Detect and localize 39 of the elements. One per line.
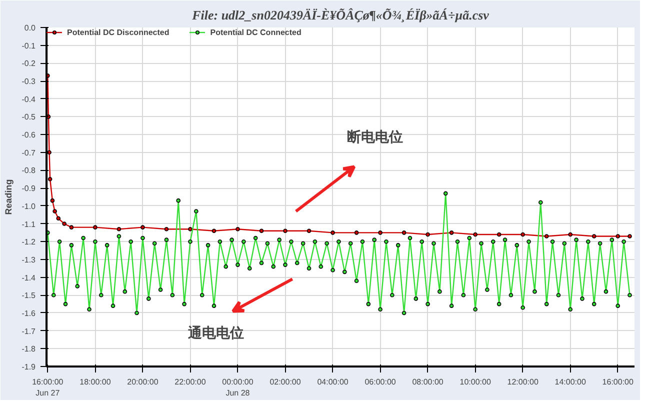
legend-label: Potential DC Disconnected — [67, 27, 170, 37]
chart-title: File: udl2_sn020439ÄÏ-È¥ÕÂÇø¶«Õ¾¸ÉÏβ»ãÁ÷µã.csv — [191, 8, 490, 22]
y-tick-label: -0.4 — [22, 94, 36, 104]
y-axis-title: Reading — [4, 179, 14, 215]
x-tick-label: 16:00:00 Jun 27 — [32, 378, 64, 398]
y-tick-label: -1.4 — [22, 273, 36, 282]
y-tick-label: -1.3 — [22, 255, 36, 264]
y-tick-label: -0.2 — [22, 59, 36, 68]
x-tick-label: 04:00:00 — [317, 378, 349, 386]
annotation: 通电电位 — [186, 324, 244, 342]
y-tick-label: -0.9 — [22, 184, 36, 194]
x-tick-label: 20:00:00 — [127, 378, 159, 386]
y-tick-label: -1.1 — [22, 220, 36, 229]
y-tick-label: -1.6 — [22, 308, 36, 318]
y-tick-label: -0.3 — [22, 77, 36, 86]
x-tick-label: 08:00:00 — [412, 378, 444, 386]
y-tick-label: -0.7 — [22, 148, 36, 158]
y-tick-label: -1.8 — [22, 344, 36, 354]
y-tick-label: 0.0 — [24, 24, 36, 32]
y-tick-label: -0.6 — [22, 130, 36, 140]
x-tick-label: 18:00:00 — [80, 378, 112, 386]
annotation: 断电电位 — [347, 129, 404, 146]
x-tick-label: 10:00:00 — [460, 378, 492, 386]
x-tick-label: 14:00:00 — [554, 378, 586, 386]
x-tick-label: 00:00:00 Jun 28 — [222, 378, 254, 398]
x-tick-label: 06:00:00 — [364, 378, 396, 386]
y-tick-label: -1.2 — [22, 238, 36, 247]
x-tick-label: 16:00:00 — [602, 378, 634, 386]
y-tick-label: -1.0 — [22, 202, 36, 211]
y-tick-label: -0.1 — [22, 41, 36, 50]
x-tick-label: 02:00:00 — [270, 378, 302, 386]
x-tick-label: 12:00:00 — [507, 378, 539, 386]
x-tick-label: 22:00:00 — [174, 378, 206, 386]
legend-label: Potential DC Connected — [210, 27, 302, 37]
y-tick-label: -0.5 — [22, 112, 36, 122]
y-tick-label: -0.8 — [22, 166, 36, 176]
y-tick-label: -1.5 — [22, 291, 36, 300]
y-tick-label: -1.9 — [22, 362, 36, 372]
y-tick-label: -1.7 — [22, 326, 36, 336]
